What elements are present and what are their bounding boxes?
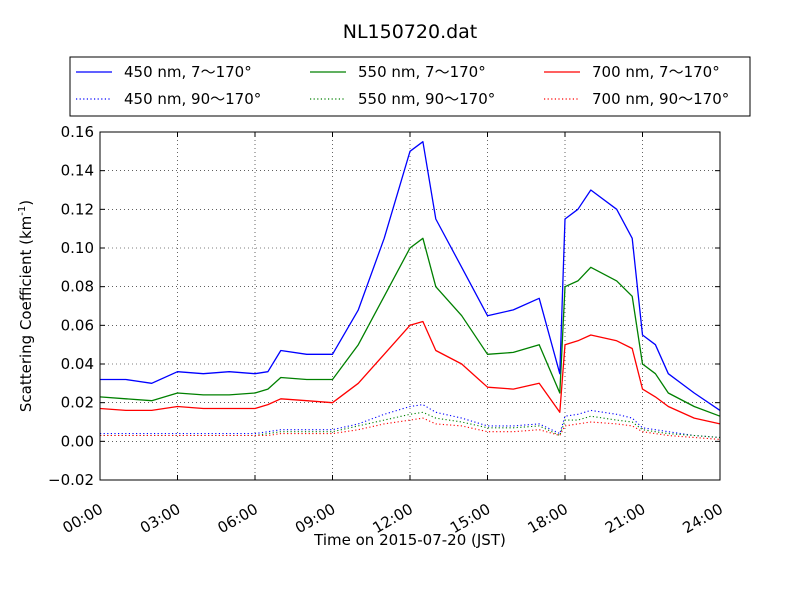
y-tick-label: 0.12	[61, 200, 94, 218]
legend-label: 450 nm, 7～170°	[124, 63, 252, 81]
y-tick-label: 0.04	[61, 355, 94, 373]
series-line	[100, 141, 721, 411]
y-axis-label-main: Scattering Coefficient (km	[17, 216, 35, 412]
y-tick-label: 0.00	[61, 432, 94, 450]
legend-box	[69, 56, 751, 117]
y-tick-label: −0.02	[48, 471, 94, 489]
legend: 450 nm, 7～170° 550 nm, 7～170° 700 nm, 7～17…	[69, 56, 751, 117]
series-line	[99, 237, 721, 417]
series-line	[100, 417, 721, 440]
y-axis-label: Scattering Coefficient (km-1)	[17, 200, 35, 412]
y-tick-label: 0.10	[61, 239, 94, 257]
y-tick-label: 0.02	[61, 394, 94, 412]
y-axis-label-superscript: -1	[17, 206, 28, 216]
series-line	[100, 411, 721, 439]
legend-label: 450 nm, 90～170°	[124, 90, 261, 108]
legend-label: 550 nm, 7～170°	[358, 63, 486, 81]
legend-label: 700 nm, 90～170°	[592, 90, 729, 108]
axis-ticks	[99, 131, 721, 481]
y-tick-label: 0.06	[61, 316, 94, 334]
y-tick-label: 0.14	[61, 162, 94, 180]
legend-label: 550 nm, 90～170°	[358, 90, 495, 108]
x-axis-label: Time on 2015-07-20 (JST)	[313, 531, 506, 549]
y-tick-label: 0.16	[61, 123, 94, 141]
y-tick-label: 0.08	[61, 278, 94, 296]
series-group	[99, 141, 721, 440]
y-tick-labels: −0.02 0.00 0.02 0.04 0.06 0.08 0.10 0.12 0.14 0.1…	[48, 123, 94, 489]
series-line	[99, 320, 721, 425]
chart-title: NL150720.dat	[343, 21, 478, 43]
y-axis-label-close: )	[17, 200, 35, 206]
legend-label: 700 nm, 7～170°	[592, 63, 720, 81]
